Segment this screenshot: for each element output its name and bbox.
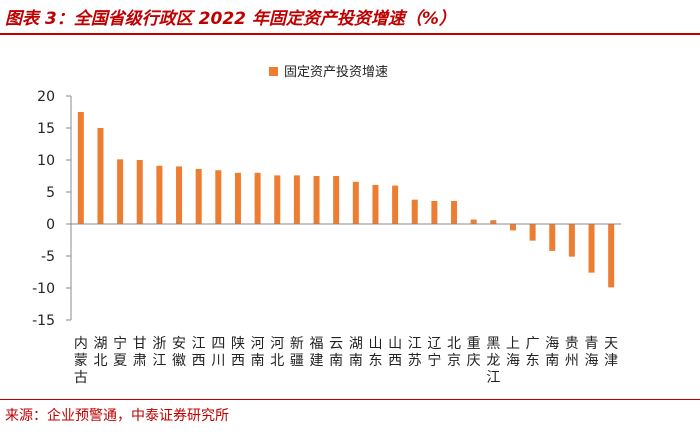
bar-福建 xyxy=(313,176,320,224)
category-label: 河南 xyxy=(251,336,265,369)
bar-陕西 xyxy=(234,172,241,224)
category-label: 湖南 xyxy=(349,336,363,369)
category-label: 甘肃 xyxy=(133,336,147,369)
category-label: 河北 xyxy=(270,336,284,369)
category-label: 宁夏 xyxy=(113,335,127,369)
category-label: 山西 xyxy=(388,336,402,369)
bar-上海 xyxy=(509,224,516,231)
category-label: 青海 xyxy=(585,336,599,369)
category-label: 福建 xyxy=(310,336,324,369)
y-axis: 20 15 10 5 0 -5 -10 -15 xyxy=(32,89,72,329)
category-label: 云南 xyxy=(329,336,343,369)
legend-label: 固定资产投资增速 xyxy=(284,64,388,80)
bar-重庆 xyxy=(470,219,477,224)
y-tick-label: 0 xyxy=(46,217,55,233)
category-label: 北京 xyxy=(447,336,461,369)
figure-title: 图表 3：全国省级行政区 2022 年固定资产投资增速（%） xyxy=(5,9,456,29)
y-tick-label: -10 xyxy=(32,281,55,297)
category-label: 湖北 xyxy=(93,336,107,369)
bar-内蒙古 xyxy=(77,112,84,224)
bar-广东 xyxy=(529,224,536,241)
category-label: 安徽 xyxy=(172,336,186,369)
bar-北京 xyxy=(451,200,458,224)
bar-四川 xyxy=(215,170,222,224)
bar-湖南 xyxy=(352,181,359,224)
bar-天津 xyxy=(608,224,615,288)
category-label: 山东 xyxy=(368,336,382,369)
x-axis: 内蒙古湖北宁夏甘肃浙江安徽江西四川陕西河南河北新疆福建云南湖南山东山西江苏辽宁北… xyxy=(71,223,621,386)
bar-安徽 xyxy=(176,166,183,224)
y-tick-label: 5 xyxy=(46,185,55,201)
bar-山西 xyxy=(392,185,399,224)
category-label: 天津 xyxy=(604,336,618,369)
category-label: 江西 xyxy=(192,336,206,369)
category-label: 新疆 xyxy=(290,336,304,369)
category-label: 辽宁 xyxy=(427,336,441,369)
bar-海南 xyxy=(549,224,556,251)
bar-湖北 xyxy=(97,128,104,224)
y-tick-label: 10 xyxy=(37,153,55,169)
category-label: 重庆 xyxy=(467,336,481,369)
category-label: 陕西 xyxy=(231,336,245,369)
legend-swatch xyxy=(269,67,278,76)
bar-青海 xyxy=(588,224,595,273)
category-label: 海南 xyxy=(545,336,559,369)
y-tick-label: 15 xyxy=(37,121,55,137)
y-tick-label: -5 xyxy=(41,249,55,265)
source-note: 来源：企业预警通，中泰证券研究所 xyxy=(5,408,229,424)
bars xyxy=(77,112,615,288)
bar-黑龙江 xyxy=(490,220,497,224)
bar-江西 xyxy=(195,168,202,224)
category-label: 内蒙古 xyxy=(74,336,88,386)
bar-新疆 xyxy=(293,175,300,224)
bar-云南 xyxy=(333,176,340,224)
bar-河南 xyxy=(254,172,261,224)
title-divider xyxy=(0,33,700,35)
chart-legend: 固定资产投资增速 xyxy=(269,64,388,80)
category-label: 黑龙江 xyxy=(486,336,500,386)
bar-江苏 xyxy=(411,199,418,224)
category-label: 浙江 xyxy=(152,336,166,369)
bar-宁夏 xyxy=(117,159,124,224)
category-label: 上海 xyxy=(506,336,520,369)
bar-甘肃 xyxy=(136,160,143,224)
category-label: 江苏 xyxy=(408,336,422,369)
category-label: 贵州 xyxy=(565,336,579,369)
bar-河北 xyxy=(274,175,281,224)
category-label: 四川 xyxy=(211,336,225,369)
bar-贵州 xyxy=(568,224,575,257)
bar-辽宁 xyxy=(431,200,438,224)
bar-浙江 xyxy=(156,165,163,224)
category-label: 广东 xyxy=(526,336,540,369)
y-tick-label: 20 xyxy=(37,89,55,105)
bar-山东 xyxy=(372,184,379,224)
y-tick-label: -15 xyxy=(32,313,55,329)
footer-divider xyxy=(0,399,700,400)
